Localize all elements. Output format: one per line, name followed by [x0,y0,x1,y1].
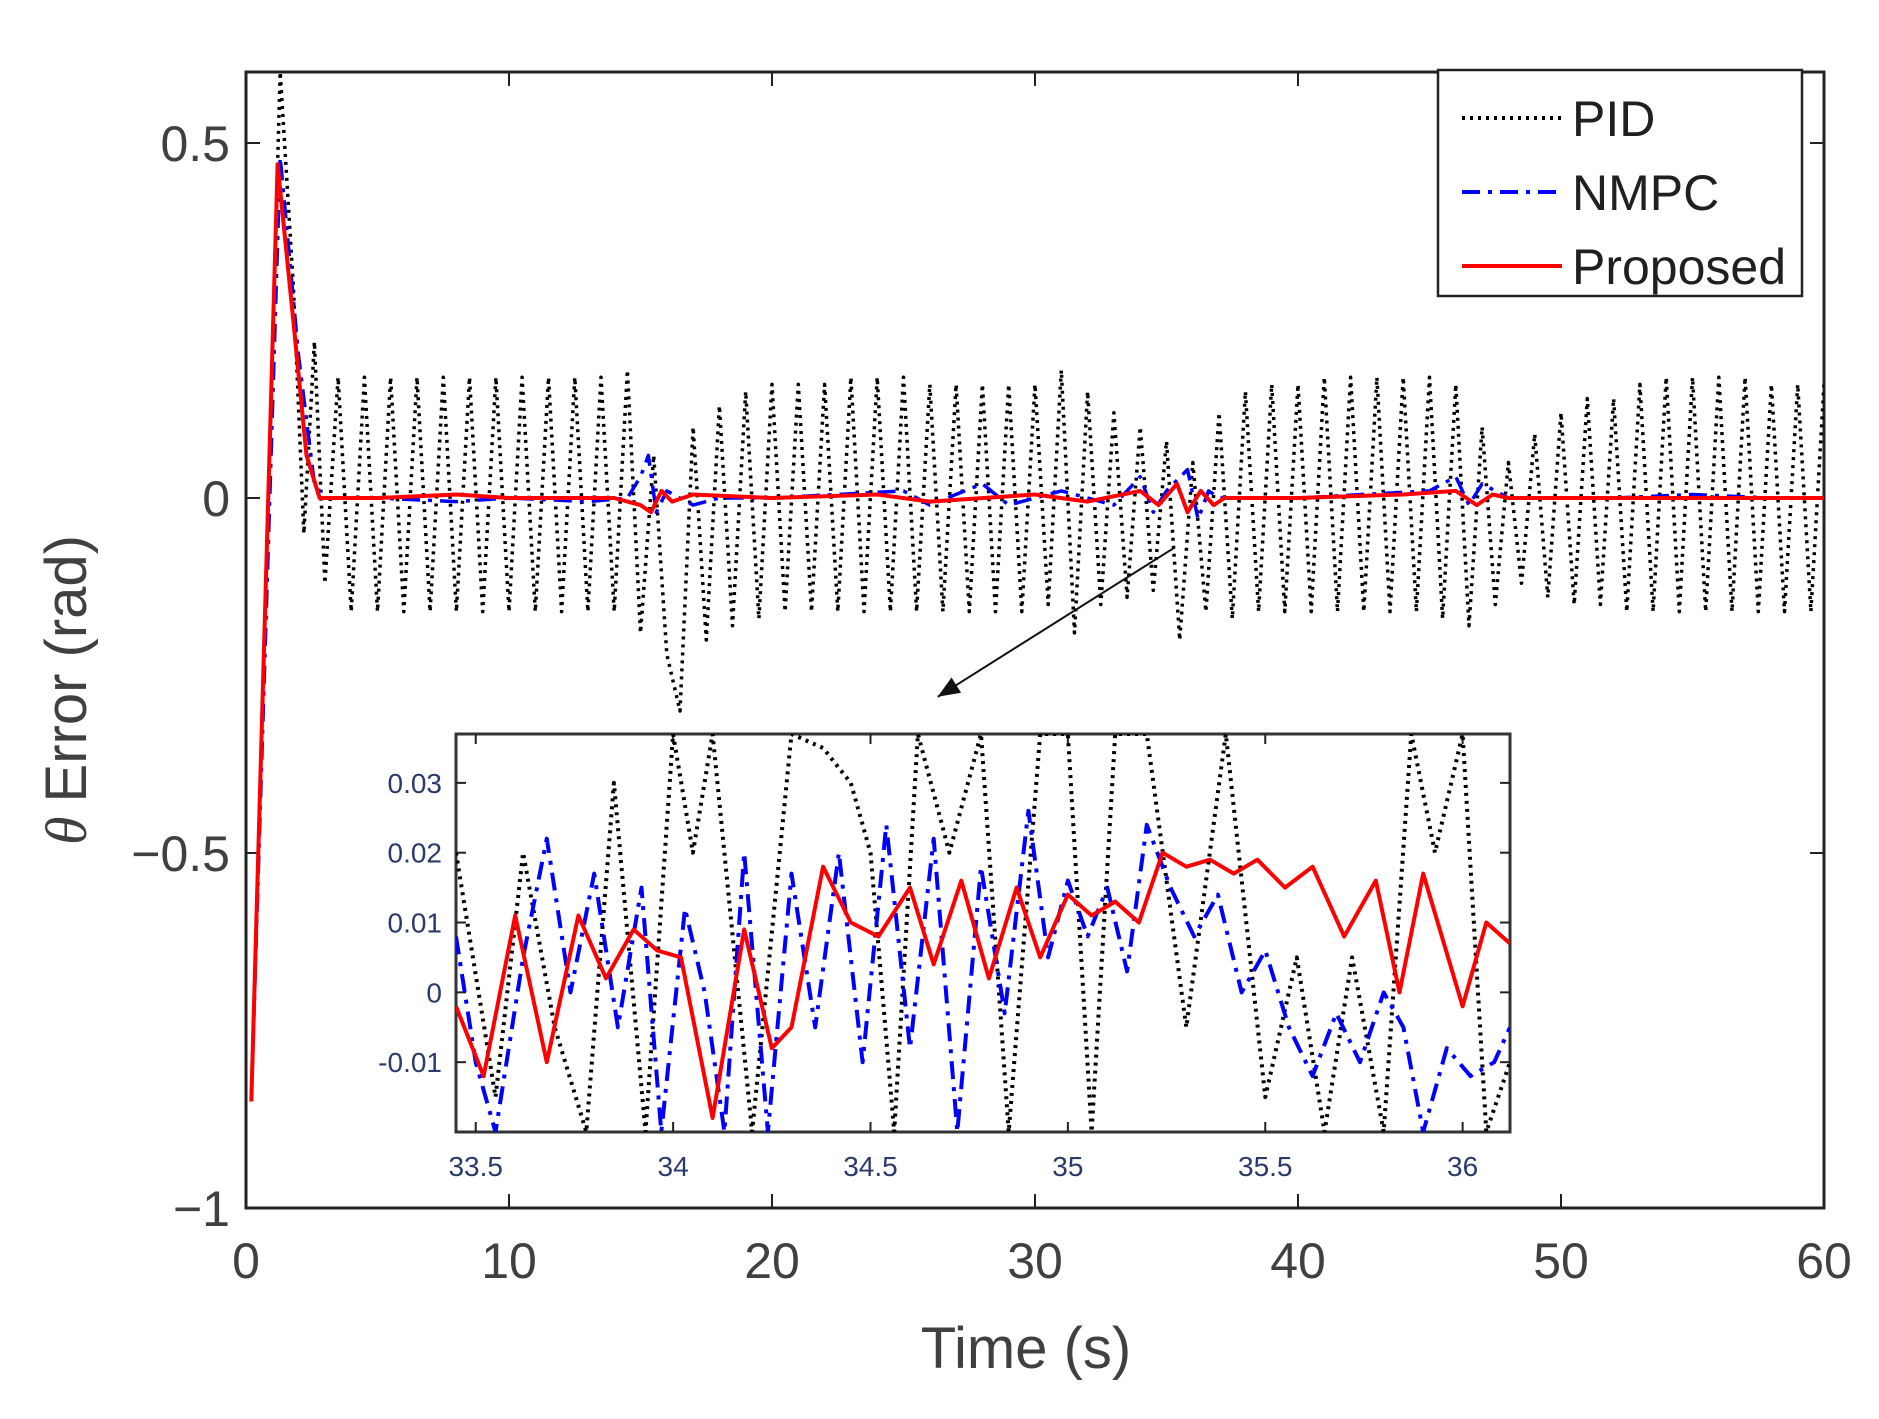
main-x-tick-label: 50 [1533,1233,1589,1289]
inset-x-tick-label: 34 [658,1151,689,1182]
inset-x-ticks: 33.5 34 34.5 35 35.5 36 [448,734,1478,1182]
inset-series-proposed [456,850,1510,1120]
inset-series [456,734,1510,1132]
legend: PID NMPC Proposed [1436,68,1804,298]
inset-x-tick-label: 33.5 [448,1151,503,1182]
inset-y-tick-label: 0.02 [388,838,443,869]
legend-label-pid: PID [1572,91,1655,147]
inset-x-tick-label: 35.5 [1238,1151,1293,1182]
y-axis-label-group: θ Error (rad) [34,535,99,845]
inset-y-tick-label: 0 [426,977,442,1008]
main-y-tick-label: −1 [173,1181,230,1237]
inset-plot-frame [454,732,1512,1134]
main-y-tick-label: 0 [202,471,230,527]
main-x-tick-label: 40 [1270,1233,1326,1289]
main-y-tick-label: −0.5 [131,826,230,882]
legend-label-proposed: Proposed [1572,239,1786,295]
main-y-ticks: −1 −0.5 0 0.5 [131,116,1824,1237]
y-axis-label: θ Error (rad) [34,535,99,845]
zoom-arrow [937,546,1175,698]
inset-x-tick-label: 34.5 [843,1151,898,1182]
inset-y-ticks: -0.01 0 0.01 0.02 0.03 [378,768,1510,1078]
main-x-tick-label: 20 [744,1233,800,1289]
main-series-proposed [249,162,1824,1102]
main-x-tick-label: 0 [232,1233,260,1289]
legend-entries: PID NMPC Proposed [1462,91,1786,295]
legend-box [1436,68,1804,298]
inset-y-tick-label: 0.01 [388,908,443,939]
inset-plot: 33.5 34 34.5 35 35.5 36 -0.01 0 0.01 0.02 0.03 [378,732,1512,1182]
legend-label-nmpc: NMPC [1572,165,1719,221]
zoom-arrow-shaft [937,546,1175,698]
y-axis-label-text: Error (rad) [34,535,99,802]
main-y-tick-label: 0.5 [160,116,230,172]
inset-x-tick-label: 36 [1447,1151,1478,1182]
main-series-nmpc [249,155,1824,1102]
main-x-tick-label: 30 [1007,1233,1063,1289]
x-axis-label: Time (s) [921,1316,1131,1381]
inset-y-tick-label: 0.03 [388,768,443,799]
inset-y-tick-label: -0.01 [378,1047,442,1078]
inset-series-nmpc [456,808,1510,1132]
zoom-arrow-head [937,677,962,697]
main-x-tick-label: 60 [1796,1233,1852,1289]
y-axis-label-symbol: θ [34,816,99,845]
inset-x-tick-label: 35 [1052,1151,1083,1182]
main-x-tick-label: 10 [481,1233,537,1289]
main-x-ticks: 0 10 20 30 40 50 60 [232,72,1852,1289]
inset-series-pid [456,734,1510,1132]
main-series [249,72,1824,1102]
